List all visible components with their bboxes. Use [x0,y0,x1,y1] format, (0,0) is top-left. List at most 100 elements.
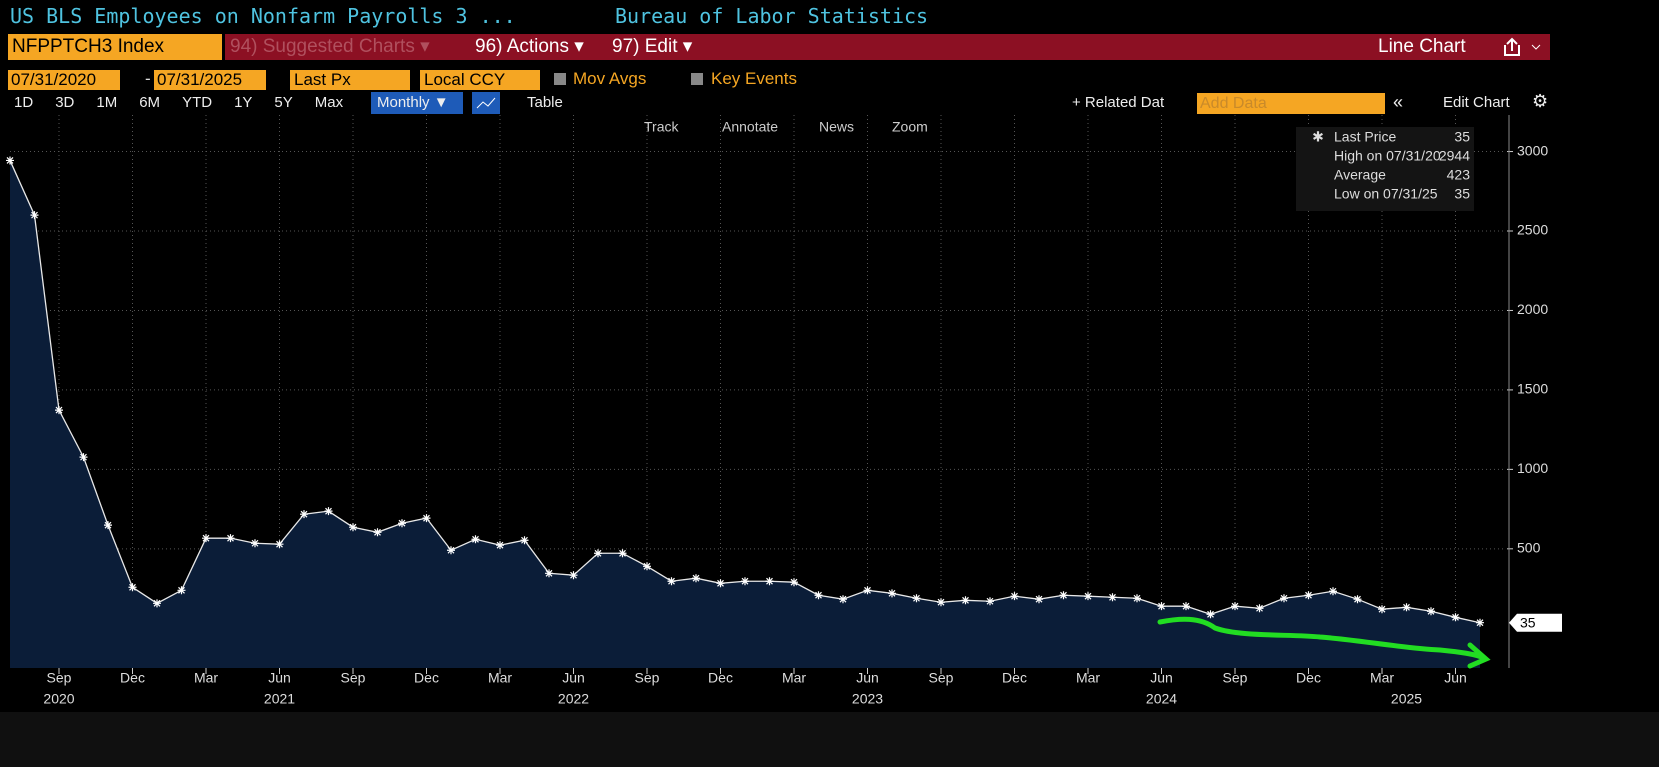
point [55,406,63,415]
edit-chart[interactable]: Edit Chart [1443,94,1510,111]
range-button[interactable]: 6M [139,94,161,111]
point [1329,587,1337,596]
range-button[interactable]: 1M [96,94,118,111]
chart-tool[interactable]: Annotate [722,119,778,135]
point [471,535,480,544]
point [1378,605,1386,614]
x-tick-label: Jun [856,670,879,686]
point [300,510,308,519]
collapse[interactable]: « [1393,92,1404,112]
area [10,160,1480,669]
checkbox[interactable] [554,73,566,85]
point [1133,594,1141,603]
point [349,523,357,532]
field[interactable]: Last Px [290,70,410,90]
point [104,521,112,530]
menu-item[interactable]: 94) Suggested Charts ▾ [230,36,430,57]
y-tick-label: 2500 [1517,222,1548,238]
point [496,541,504,550]
settings[interactable]: ⚙ [1532,91,1549,111]
point [986,597,994,606]
y-tick-label: 2000 [1517,301,1548,317]
x-tick-label: Sep [1223,670,1248,686]
option[interactable]: Mov Avgs [573,69,647,88]
point [1059,591,1068,600]
point [545,569,553,578]
range-button[interactable]: 1Y [234,94,253,111]
point [1255,604,1264,613]
range-button[interactable]: Max [314,94,344,111]
x-tick-label: Sep [929,670,954,686]
x-year-label: 2025 [1391,691,1422,707]
x-tick-label: Dec [1002,670,1027,686]
chart-kind[interactable]: Line Chart [1378,36,1466,57]
x-tick-label: Sep [341,670,366,686]
table-button[interactable]: Table [527,94,563,111]
range-button[interactable]: YTD [182,94,213,111]
x-tick-label: Jun [268,670,291,686]
period[interactable]: Monthly ▼ [371,92,463,114]
point [667,577,676,586]
point [447,546,455,555]
menu-item[interactable]: 97) Edit ▾ [612,36,693,57]
legend-value: 35 [1454,186,1470,202]
range-button[interactable]: 3D [55,94,75,111]
add-data[interactable]: Add Data [1197,93,1385,114]
point [692,574,700,583]
point [1182,602,1190,611]
x-tick-label: Mar [194,670,218,686]
point [888,589,896,598]
legend-box [1296,127,1474,211]
related-data[interactable]: + Related Dat [1072,94,1165,111]
ticker[interactable]: NFPPTCH3 Index [8,34,222,60]
point [594,549,602,558]
chart-tool[interactable]: Track [644,119,679,135]
currency[interactable]: Local CCY [420,70,540,90]
range-bar: 1D 3D 1M 6M YTD 1Y 5Y Max [10,92,354,114]
point [153,599,161,608]
point [1451,613,1460,622]
x-tick-label: Mar [488,670,512,686]
point [937,598,945,607]
end-date[interactable]: 07/31/2025 [154,70,266,90]
start-date[interactable]: 07/31/2020 [8,70,120,90]
x-year-label: 2020 [43,691,74,707]
share-icon[interactable] [1502,36,1546,58]
point [128,583,137,592]
last-value-label: 35 [1520,614,1536,630]
legend-label: Low on 07/31/25 [1334,186,1438,202]
point [251,539,259,548]
point [1402,603,1411,612]
point [177,586,186,595]
legend-value: 35 [1454,129,1470,145]
point [1476,618,1484,627]
point [961,596,970,605]
option[interactable]: Key Events [711,69,797,88]
point [422,514,431,523]
range-button[interactable]: 1D [14,94,34,111]
point [814,591,823,600]
point [1084,592,1092,601]
security-title: US BLS Employees on Nonfarm Payrolls 3 .… [10,4,516,28]
checkbox[interactable] [691,73,703,85]
chart-tool[interactable]: Zoom [892,119,928,135]
point [912,594,921,603]
point [618,549,627,558]
point [569,571,578,580]
x-tick-label: Dec [414,670,439,686]
point [324,507,333,516]
point [30,211,39,220]
y-tick-label: 1500 [1517,381,1548,397]
line-icon[interactable] [472,92,500,114]
legend-label: Last Price [1334,129,1396,145]
x-tick-label: Jun [1444,670,1467,686]
menu-item[interactable]: 96) Actions ▾ [475,36,584,57]
x-tick-label: Mar [782,670,806,686]
x-year-label: 2023 [852,691,883,707]
range-button[interactable]: 5Y [274,94,293,111]
point [1206,610,1215,619]
legend-value: 423 [1447,167,1471,183]
chart-tool[interactable]: News [819,119,854,135]
point [790,578,798,587]
